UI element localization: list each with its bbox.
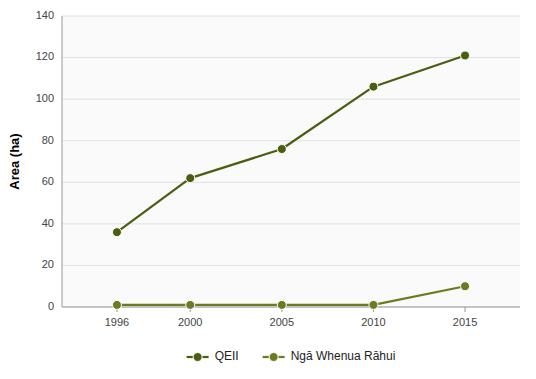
series-line — [117, 55, 465, 232]
point — [461, 51, 470, 60]
grid-line — [62, 99, 520, 100]
series-line — [117, 286, 465, 305]
y-tick-label: 60 — [42, 175, 54, 187]
y-tick-label: 20 — [42, 258, 54, 270]
y-tick-label: 120 — [36, 50, 54, 62]
x-tick — [465, 307, 466, 312]
y-tick-label: 140 — [36, 9, 54, 21]
grid-line — [62, 307, 520, 308]
point — [277, 145, 286, 154]
y-tick-label: 100 — [36, 92, 54, 104]
point — [369, 300, 378, 309]
x-tick-label: 1996 — [105, 316, 129, 328]
point — [461, 282, 470, 291]
point — [369, 82, 378, 91]
legend-item: Ngā Whenua Rāhui — [263, 349, 396, 363]
legend: QEII Ngā Whenua Rāhui — [187, 349, 396, 363]
grid-line — [62, 140, 520, 141]
grid-line — [62, 182, 520, 183]
point — [112, 228, 121, 237]
y-axis-label: Area (ha) — [7, 133, 22, 189]
chart: 0 20 40 60 80 100 120 140 1996 2000 2005 2010 2015 Ar… — [0, 0, 536, 379]
legend-marker — [269, 353, 278, 362]
x-tick-label: 2010 — [361, 316, 385, 328]
y-axis-line — [62, 16, 63, 307]
grid-line — [62, 223, 520, 224]
x-axis: 1996 2000 2005 2010 2015 — [62, 307, 520, 328]
plot-background — [62, 16, 520, 307]
legend-item: QEII — [187, 349, 239, 363]
point — [186, 174, 195, 183]
point — [277, 300, 286, 309]
x-tick-label: 2005 — [270, 316, 294, 328]
markers — [112, 51, 469, 309]
x-tick-label: 2015 — [453, 316, 477, 328]
chart-container: 0 20 40 60 80 100 120 140 1996 2000 2005 2010 2015 Ar… — [0, 0, 536, 379]
x-tick-label: 2000 — [178, 316, 202, 328]
legend-label: Ngā Whenua Rāhui — [291, 349, 396, 363]
y-axis: 0 20 40 60 80 100 120 140 — [36, 9, 520, 312]
y-tick-label: 0 — [48, 300, 54, 312]
lines — [117, 55, 465, 304]
legend-label: QEII — [215, 349, 239, 363]
x-axis-line — [62, 307, 520, 308]
legend-marker — [193, 353, 202, 362]
y-tick-label: 40 — [42, 217, 54, 229]
grid-line — [62, 57, 520, 58]
point — [112, 300, 121, 309]
grid-line — [62, 16, 520, 17]
point — [186, 300, 195, 309]
grid-line — [62, 265, 520, 266]
y-tick-label: 80 — [42, 134, 54, 146]
